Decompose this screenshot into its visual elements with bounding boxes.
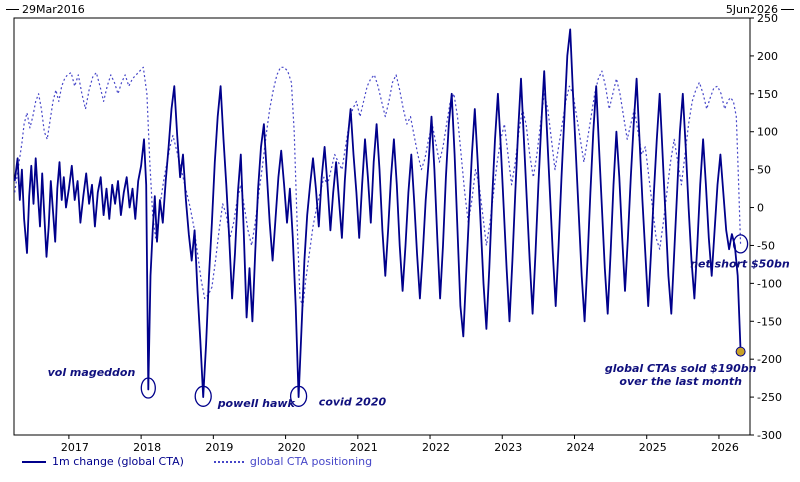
y-tick-label: 50 <box>757 164 771 177</box>
x-tick-label: 2025 <box>639 441 667 454</box>
annotation-covid-2020: covid 2020 <box>319 395 387 408</box>
x-tick-label: 2019 <box>205 441 233 454</box>
start-date-label: 29Mar2016 <box>22 3 85 16</box>
series-positioning <box>14 66 742 307</box>
y-tick-label: -50 <box>757 239 775 252</box>
chart-legend: 1m change (global CTA) global CTA positi… <box>22 455 372 468</box>
y-tick-label: -150 <box>757 315 782 328</box>
marker-powell-hawk-circle <box>194 385 212 407</box>
markers <box>140 234 749 407</box>
marker-net-short-circle <box>732 234 749 254</box>
y-tick-label: -300 <box>757 429 782 442</box>
end-date-tick-dash <box>781 9 794 10</box>
solid-line-sample <box>22 460 46 463</box>
legend-label-positioning: global CTA positioning <box>249 455 373 468</box>
x-tick-label: 2018 <box>133 441 161 454</box>
y-tick-label: -250 <box>757 391 782 404</box>
legend-label-1m-change: 1m change (global CTA) <box>52 455 184 468</box>
x-tick-label: 2017 <box>61 441 89 454</box>
legend-item-positioning: global CTA positioning <box>213 455 373 468</box>
x-tick-label: 2024 <box>566 441 594 454</box>
x-tick-label: 2022 <box>422 441 450 454</box>
marker-vol-mageddon-circle <box>140 377 156 399</box>
marker-covid-2020-circle <box>289 385 308 407</box>
marker-sold-190-dot <box>735 346 746 357</box>
annotation-powell-hawk: powell hawk <box>217 397 296 410</box>
legend-item-1m-change: 1m change (global CTA) <box>22 455 184 468</box>
annotation-ctas-sold: global CTAs sold $190bn <box>605 362 757 375</box>
x-tick-label: 2026 <box>711 441 739 454</box>
x-tick-label: 2023 <box>494 441 522 454</box>
dotted-line-sample <box>213 460 244 463</box>
annotation-net-short: net short $50bn <box>690 257 790 270</box>
start-date-tick-dash <box>6 9 19 10</box>
chart-end-date: 5Jun2026 <box>726 3 794 16</box>
annotation-vol-mageddon: vol mageddon <box>48 366 136 379</box>
annotation-ctas-sold: over the last month <box>619 375 742 388</box>
chart-date-range: 29Mar2016 5Jun2026 <box>6 3 794 16</box>
y-tick-label: 200 <box>757 50 778 63</box>
series-1m-change <box>13 28 742 399</box>
annotations: vol mageddon powell hawk covid 2020 net sho… <box>48 257 790 410</box>
x-tick-label: 2021 <box>350 441 378 454</box>
end-date-label: 5Jun2026 <box>725 3 778 16</box>
y-tick-label: 150 <box>757 88 778 101</box>
y-axis: 250 200 150 100 50 0 -50 -100 -150 -200 -250 -300 <box>750 12 782 442</box>
chart-start-date: 29Mar2016 <box>6 3 85 16</box>
y-tick-label: 250 <box>757 12 778 25</box>
y-tick-label: 100 <box>757 126 778 139</box>
y-tick-label: -200 <box>757 353 782 366</box>
x-tick-label: 2020 <box>278 441 306 454</box>
y-tick-label: 0 <box>757 202 764 215</box>
y-tick-label: -100 <box>757 277 782 290</box>
x-axis: 2017 2018 2019 2020 2021 2022 2023 2024 2025 2026 <box>61 435 739 454</box>
plot-border <box>13 17 751 436</box>
